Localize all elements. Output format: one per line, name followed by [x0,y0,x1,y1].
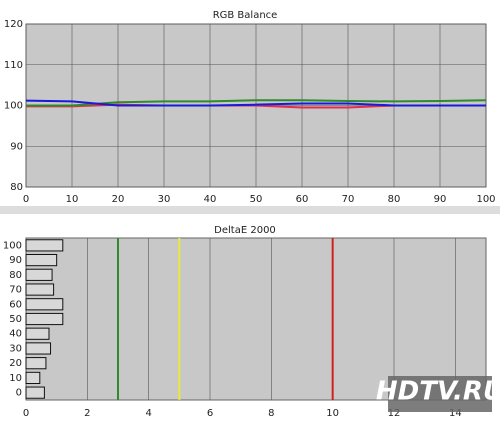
x-tick-label: 12 [388,408,401,419]
y-tick-label: 0 [16,388,22,399]
y-tick-label: 40 [9,329,22,340]
y-tick-label: 60 [9,299,22,310]
x-tick-label: 70 [342,194,355,205]
series-line [25,99,486,107]
x-tick-label: 20 [112,194,125,205]
x-tick-label: 8 [268,408,274,419]
y-tick-label: 20 [9,358,22,369]
y-tick-label: 100 [3,240,22,251]
y-tick-label: 70 [9,285,22,296]
x-tick-label: 80 [388,194,401,205]
x-tick-label: 4 [145,408,151,419]
x-tick-label: 50 [250,194,263,205]
x-tick-label: 40 [204,194,217,205]
x-tick-label: 90 [434,194,447,205]
y-tick-label: 50 [9,314,22,325]
x-tick-label: 0 [23,408,29,419]
y-tick-label: 80 [9,270,22,281]
x-tick-label: 100 [476,194,495,205]
x-tick-label: 60 [296,194,309,205]
y-tick-label: 120 [4,19,23,30]
bar [25,342,52,355]
separator [0,206,500,214]
y-tick-label: 90 [9,255,22,266]
bar [25,283,55,296]
bar [25,357,47,370]
x-tick-label: 30 [158,194,171,205]
bar [25,312,64,326]
bar [25,327,50,340]
y-tick-label: 100 [4,101,23,112]
bar [25,268,53,281]
plot-area [25,237,487,401]
x-tick-label: 0 [23,194,29,205]
x-tick-label: 10 [326,408,339,419]
chart-title: RGB Balance [213,10,278,21]
bar [25,386,45,399]
watermark: HDTV.RU [376,377,500,407]
y-tick-label: 80 [10,182,23,193]
bar [25,239,64,252]
y-tick-label: 110 [4,60,23,71]
y-tick-label: 10 [9,373,22,384]
x-tick-label: 14 [449,408,462,419]
y-tick-label: 90 [10,141,23,152]
x-tick-label: 2 [84,408,90,419]
bar [25,371,41,385]
x-tick-label: 10 [66,194,79,205]
x-tick-label: 6 [207,408,213,419]
bar [25,298,64,311]
bar [25,253,58,267]
y-tick-label: 30 [9,343,22,354]
chart-title: DeltaE 2000 [214,225,276,236]
watermark-bg [388,376,492,412]
